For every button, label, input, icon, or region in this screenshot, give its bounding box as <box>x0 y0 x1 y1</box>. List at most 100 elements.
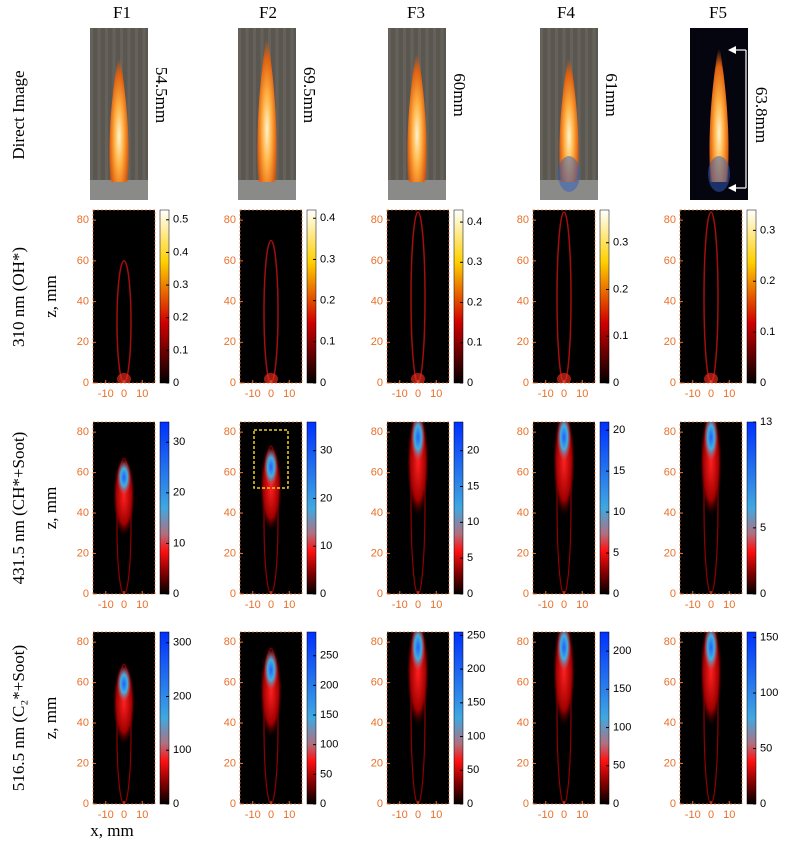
emission-panel: 0 20 40 60 80 -10 0 10 0 5 13 <box>664 416 773 611</box>
colorbar-tick-label: 5 <box>760 522 766 534</box>
x-tick-label: 0 <box>415 809 421 821</box>
z-tick-label: 60 <box>224 255 236 267</box>
z-tick-label: 60 <box>371 466 383 478</box>
column-header: F3 <box>407 3 425 22</box>
x-tick-label: 0 <box>561 809 567 821</box>
x-tick-label: 0 <box>268 599 274 611</box>
x-tick-label: 10 <box>430 599 442 611</box>
photo-stripe <box>142 28 146 200</box>
colorbar-tick-label: 150 <box>613 683 631 695</box>
colorbar-tick-label: 200 <box>173 690 191 702</box>
z-tick-label: 40 <box>224 717 236 729</box>
photo-stripe <box>592 28 596 200</box>
z-tick-label: 60 <box>517 466 529 478</box>
x-tick-label: -10 <box>98 809 114 821</box>
x-tick-label: 10 <box>136 809 148 821</box>
colorbar-tick-label: 50 <box>467 764 479 776</box>
colorbar-tick-label: 0 <box>613 798 619 810</box>
colorbar-tick-label: 250 <box>320 650 338 662</box>
colorbar-tick-label: 200 <box>320 679 338 691</box>
colorbar-tick-label: 0 <box>320 588 326 600</box>
z-tick-label: 40 <box>77 295 89 307</box>
blue-tip <box>704 632 718 672</box>
photo-stripe <box>127 28 131 200</box>
x-tick-label: -10 <box>98 599 114 611</box>
colorbar-tick-label: 0.2 <box>320 295 335 307</box>
column-header: F4 <box>557 3 575 22</box>
photo-stripe <box>547 28 551 200</box>
colorbar-tick-label: 0 <box>467 588 473 600</box>
z-tick-label: 80 <box>664 636 676 648</box>
blue-tip <box>557 422 571 462</box>
z-tick-label: 60 <box>664 255 676 267</box>
row-label: 431.5 nm (CH*+Soot) <box>9 432 28 585</box>
colorbar-tick-label: 0 <box>320 798 326 810</box>
photo-gravel <box>388 180 446 200</box>
z-tick-label: 60 <box>371 676 383 688</box>
emission-panel: 0 20 40 60 80 -10 0 10 0 10 20 30 <box>77 421 185 611</box>
oh-base <box>264 373 278 383</box>
oh-base <box>117 373 131 383</box>
colorbar-tick-label: 0.3 <box>320 253 335 265</box>
z-tick-label: 20 <box>77 336 89 348</box>
photo-stripe <box>245 28 249 200</box>
z-tick-label: 20 <box>77 547 89 559</box>
z-tick-label: 0 <box>83 377 89 389</box>
colorbar-tick-label: 0 <box>173 588 179 600</box>
colorbar-tick-label: 0 <box>760 588 766 600</box>
flame-height-label: 63.8mm <box>752 87 771 143</box>
z-tick-label: 0 <box>230 798 236 810</box>
z-tick-label: 20 <box>517 547 529 559</box>
z-tick-label: 20 <box>664 336 676 348</box>
colorbar-tick-label: 0.2 <box>467 296 482 308</box>
z-tick-label: 80 <box>224 636 236 648</box>
colorbar-tick-label: 100 <box>467 730 485 742</box>
colorbar-tick-label: 0.1 <box>613 330 628 342</box>
flame-photo <box>90 28 148 200</box>
x-tick-label: 10 <box>723 599 735 611</box>
colorbar-tick-label: 5 <box>467 552 473 564</box>
photo-stripe <box>388 28 391 200</box>
colorbar-tick-label: 10 <box>173 537 185 549</box>
z-tick-label: 80 <box>517 214 529 226</box>
z-tick-label: 0 <box>83 798 89 810</box>
colorbar <box>453 209 464 384</box>
x-tick-label: -10 <box>685 809 701 821</box>
colorbar-tick-label: 0.3 <box>613 237 628 249</box>
x-tick-label: -10 <box>538 599 554 611</box>
photo-gravel <box>90 180 148 200</box>
x-tick-label: -10 <box>538 388 554 400</box>
z-tick-label: 80 <box>371 636 383 648</box>
colorbar <box>746 421 757 595</box>
z-tick-label: 0 <box>230 588 236 600</box>
flame-image <box>553 422 575 594</box>
z-tick-label: 40 <box>77 717 89 729</box>
z-tick-label: 80 <box>517 636 529 648</box>
x-tick-label: 0 <box>708 388 714 400</box>
blue-tip <box>264 447 278 487</box>
colorbar-tick-label: 0.4 <box>320 212 335 224</box>
x-tick-label: 10 <box>576 388 588 400</box>
oh-emission <box>263 239 279 383</box>
x-tick-label: 10 <box>136 599 148 611</box>
colorbar-tick-label: 13 <box>760 416 772 428</box>
x-tick-label: 10 <box>283 809 295 821</box>
flame-image <box>113 455 135 594</box>
z-tick-label: 40 <box>517 295 529 307</box>
panel-frame <box>679 209 743 384</box>
colorbar-tick-label: 0.3 <box>173 279 188 291</box>
z-tick-label: 40 <box>77 507 89 519</box>
x-tick-label: 0 <box>415 599 421 611</box>
z-tick-label: 80 <box>77 214 89 226</box>
colorbar-tick-label: 0 <box>613 377 619 389</box>
colorbar-tick-label: 0.3 <box>760 224 775 236</box>
oh-base <box>557 373 571 383</box>
flame-image <box>407 632 429 804</box>
z-tick-label: 60 <box>371 255 383 267</box>
z-tick-label: 20 <box>664 757 676 769</box>
photo-flame <box>257 32 277 182</box>
emission-panel: 0 20 40 60 80 -10 0 10 0 5 10 15 20 <box>517 421 625 611</box>
photo-stripe <box>238 28 241 200</box>
colorbar-tick-label: 0.5 <box>173 214 188 226</box>
